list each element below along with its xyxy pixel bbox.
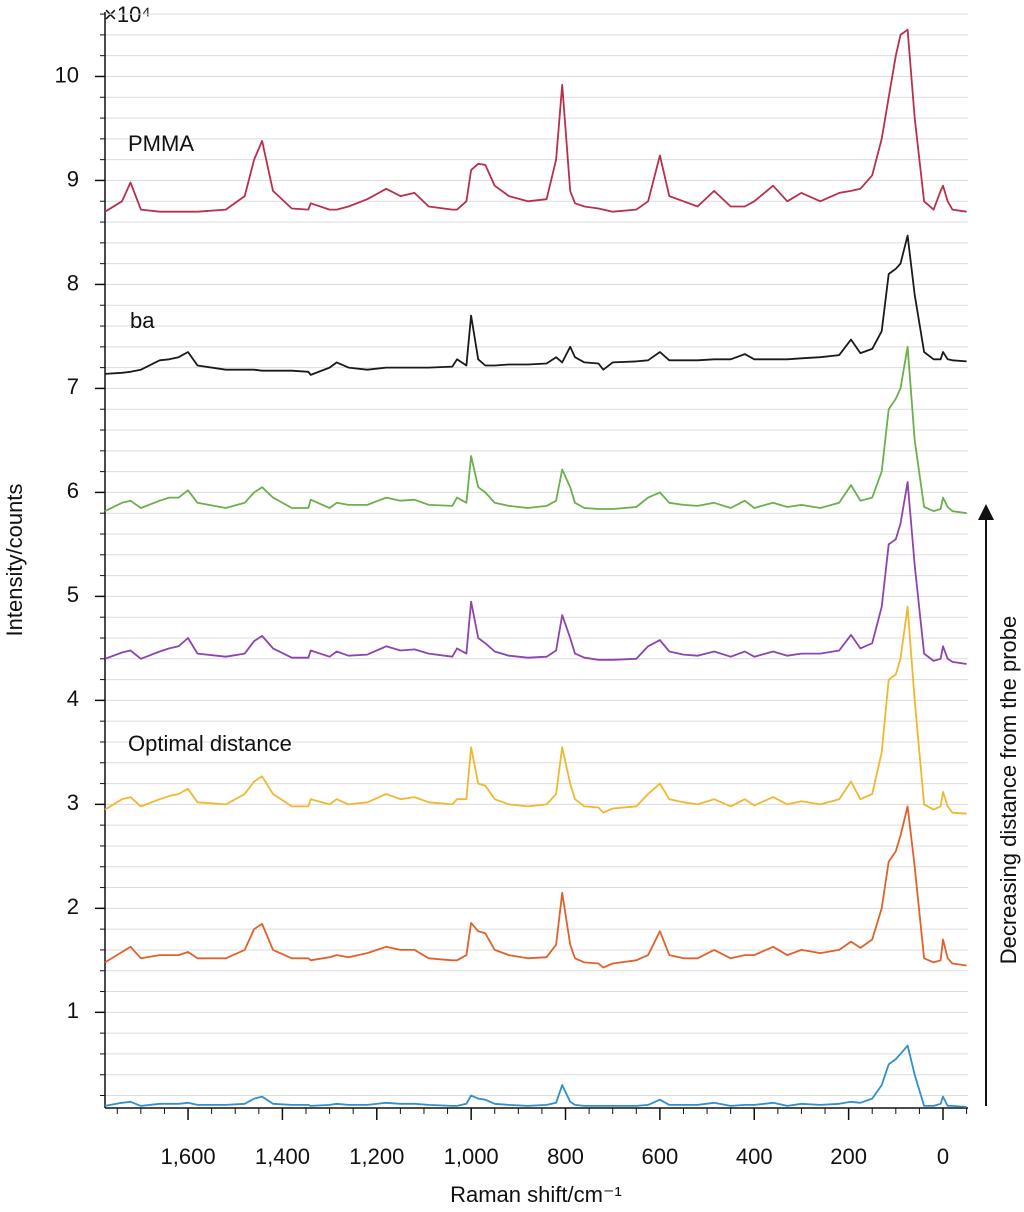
series-label: Optimal distance <box>128 731 292 756</box>
series-label: ba <box>130 308 155 333</box>
y-tick-label: 2 <box>67 894 79 919</box>
x-tick-label: 1,600 <box>161 1144 216 1169</box>
spectrum-line <box>104 481 967 665</box>
spectrum-line <box>104 345 967 515</box>
spectrum-line <box>104 28 967 213</box>
y-axis-label: Intensity/counts <box>2 484 27 637</box>
x-tick-label: 800 <box>547 1144 584 1169</box>
x-tick-label: 1,400 <box>255 1144 310 1169</box>
y-tick-label: 10 <box>55 62 79 87</box>
y-tick-label: 3 <box>67 790 79 815</box>
spectrum-line <box>104 605 967 815</box>
y-tick-label: 6 <box>67 478 79 503</box>
spectrum-line <box>104 1044 967 1108</box>
x-tick-label: 0 <box>937 1144 949 1169</box>
y-tick-label: 5 <box>67 582 79 607</box>
x-tick-label: 400 <box>736 1144 773 1169</box>
spectrum-line <box>104 234 967 376</box>
spectrum-line <box>104 805 967 969</box>
x-tick-label: 200 <box>830 1144 867 1169</box>
arrow-label: Decreasing distance from the probe <box>996 616 1021 965</box>
x-axis-label: Raman shift/cm⁻¹ <box>450 1182 622 1207</box>
series-label: PMMA <box>128 131 194 156</box>
y-tick-label: 9 <box>67 166 79 191</box>
y-tick-label: 7 <box>67 374 79 399</box>
x-tick-label: 1,200 <box>349 1144 404 1169</box>
y-tick-label: 1 <box>67 998 79 1023</box>
x-tick-label: 1,000 <box>444 1144 499 1169</box>
y-tick-label: 4 <box>67 686 79 711</box>
x-tick-label: 600 <box>642 1144 679 1169</box>
y-tick-label: 8 <box>67 270 79 295</box>
